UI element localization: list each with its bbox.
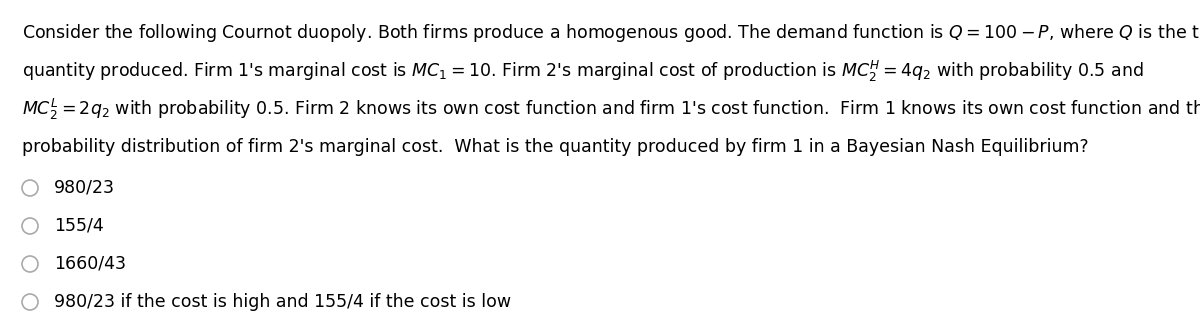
- Text: quantity produced. Firm 1's marginal cost is $MC_1 = 10$. Firm 2's marginal cost: quantity produced. Firm 1's marginal cos…: [22, 58, 1144, 84]
- Text: probability distribution of firm 2's marginal cost.  What is the quantity produc: probability distribution of firm 2's mar…: [22, 138, 1088, 156]
- Text: 980/23 if the cost is high and 155/4 if the cost is low: 980/23 if the cost is high and 155/4 if …: [54, 293, 511, 311]
- Text: 980/23: 980/23: [54, 179, 115, 197]
- Text: 1660/43: 1660/43: [54, 255, 126, 273]
- Text: 155/4: 155/4: [54, 217, 103, 235]
- Text: Consider the following Cournot duopoly. Both firms produce a homogenous good. Th: Consider the following Cournot duopoly. …: [22, 22, 1200, 44]
- Text: $MC_2^L = 2q_2$ with probability $0.5$. Firm 2 knows its own cost function and f: $MC_2^L = 2q_2$ with probability $0.5$. …: [22, 97, 1200, 122]
